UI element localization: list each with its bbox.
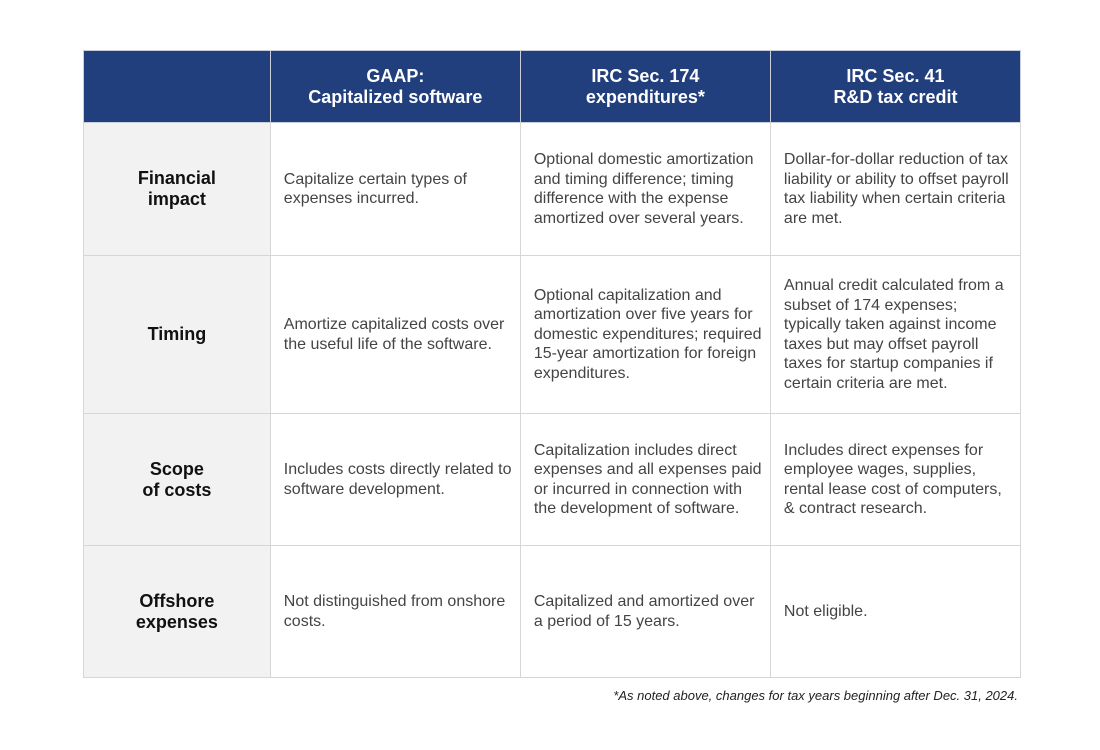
header-gaap: GAAP: Capitalized software <box>269 50 521 123</box>
cell-sec41: Annual credit calculated from a subset o… <box>769 255 1022 414</box>
table-row-timing: Timing Amortize capitalized costs over t… <box>83 255 1022 414</box>
table-row-scope-of-costs: Scope of costs Includes costs directly r… <box>83 413 1022 546</box>
comparison-table: GAAP: Capitalized software IRC Sec. 174 … <box>83 50 1022 678</box>
cell-sec174: Capitalized and amortized over a period … <box>519 545 771 678</box>
table-row-financial-impact: Financial impact Capitalize certain type… <box>83 122 1022 256</box>
cell-sec41: Not eligible. <box>769 545 1022 678</box>
cell-gaap: Not distinguished from onshore costs. <box>269 545 521 678</box>
cell-sec41: Includes direct expenses for employee wa… <box>769 413 1022 546</box>
row-label: Offshore expenses <box>83 545 271 678</box>
cell-gaap: Amortize capitalized costs over the usef… <box>269 255 521 414</box>
header-sec41: IRC Sec. 41 R&D tax credit <box>769 50 1022 123</box>
header-row: GAAP: Capitalized software IRC Sec. 174 … <box>83 50 1022 123</box>
cell-sec41: Dollar-for-dollar reduction of tax liabi… <box>769 122 1022 256</box>
cell-gaap: Capitalize certain types of expenses inc… <box>269 122 521 256</box>
cell-gaap: Includes costs directly related to softw… <box>269 413 521 546</box>
footnote: *As noted above, changes for tax years b… <box>613 688 1018 703</box>
table-row-offshore-expenses: Offshore expenses Not distinguished from… <box>83 545 1022 678</box>
cell-sec174: Optional domestic amortization and timin… <box>519 122 771 256</box>
cell-sec174: Capitalization includes direct expenses … <box>519 413 771 546</box>
row-label: Scope of costs <box>83 413 271 546</box>
header-sec174: IRC Sec. 174 expenditures* <box>519 50 771 123</box>
cell-sec174: Optional capitalization and amortization… <box>519 255 771 414</box>
row-label: Timing <box>83 255 271 414</box>
header-empty-corner <box>83 50 271 123</box>
row-label: Financial impact <box>83 122 271 256</box>
table-header: GAAP: Capitalized software IRC Sec. 174 … <box>83 50 1022 123</box>
